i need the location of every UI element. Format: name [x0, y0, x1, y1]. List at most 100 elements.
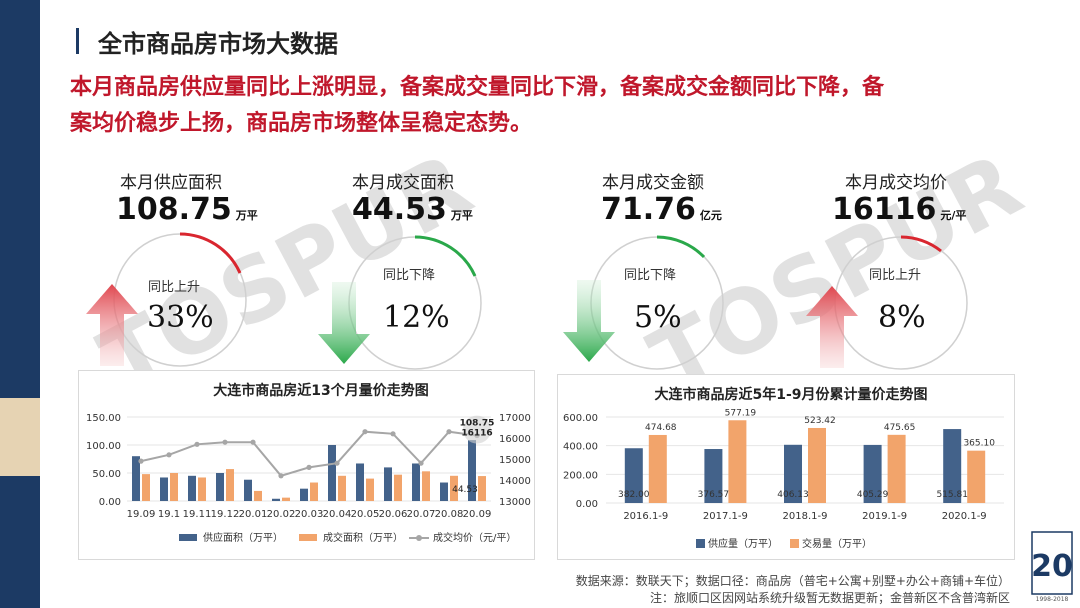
headline-line-1: 本月商品房供应量同比上涨明显，备案成交量同比下滑，备案成交金额同比下降，备 [70, 75, 885, 100]
bar-supply [704, 449, 723, 503]
bar-deal [170, 473, 178, 501]
bar-supply [468, 440, 476, 501]
x-tick-label: 19.09 [127, 509, 156, 520]
data-label-deal: 523.42 [804, 416, 836, 426]
kpi-value: 16116 元/平 [832, 192, 967, 227]
arrow-down-icon [563, 280, 615, 362]
kpi-change-label: 同比上升 [148, 280, 201, 295]
point-avg-price [390, 431, 396, 437]
legend-swatch [790, 539, 799, 548]
chart-title: 大连市商品房近13个月量价走势图 [213, 382, 428, 399]
bar-supply [132, 456, 140, 501]
y-right-tick-label: 16000 [499, 434, 531, 445]
data-label-supply: 405.29 [857, 490, 889, 500]
footnote-source: 数据来源：数联天下；数据口径：商品房（普宅+公寓+别墅+办公+商铺+车位） [575, 574, 1010, 588]
bar-supply [356, 463, 364, 501]
point-avg-price [362, 429, 368, 435]
y-tick-label: 400.00 [563, 442, 598, 453]
bar-supply [784, 444, 802, 503]
left-decor-bar [0, 0, 40, 608]
kpi-value: 108.75 万平 [116, 192, 258, 227]
bar-deal [394, 474, 402, 501]
bar-supply [160, 477, 168, 501]
x-tick-label: 20.03 [295, 509, 324, 520]
bar-deal [450, 475, 458, 501]
bar-deal [142, 474, 150, 501]
x-tick-label: 20.04 [323, 509, 352, 520]
legend-swatch [696, 539, 705, 548]
title-marker [76, 28, 79, 54]
kpi-label: 本月供应面积 [120, 173, 222, 193]
data-label-supply: 406.13 [777, 490, 809, 500]
data-label-deal: 474.68 [645, 423, 677, 433]
highlight-circle [463, 415, 491, 444]
y-right-tick-label: 15000 [499, 455, 531, 466]
data-label-deal: 365.10 [963, 439, 995, 449]
x-tick-label: 2020.1-9 [942, 511, 987, 522]
kpi-change-label: 同比上升 [869, 268, 922, 283]
legend-swatch [179, 534, 197, 541]
point-avg-price [222, 439, 228, 445]
chart-5-year: 大连市商品房近5年1-9月份累计量价走势图 0.00 200.00 400.00 60… [557, 374, 1015, 560]
kpi-value: 71.76 亿元 [601, 192, 722, 227]
headline-line-2: 案均价稳步上扬，商品房市场整体呈稳定态势。 [70, 111, 533, 136]
arrow-up-icon [806, 286, 858, 368]
page-title: 全市商品房市场大数据 [98, 30, 338, 58]
bar-deal [887, 434, 906, 503]
bar-supply [624, 448, 643, 503]
bar-deal [338, 475, 346, 501]
kpi-change-pct: 5% [634, 300, 682, 335]
bar-deal [310, 482, 318, 501]
bar-supply [300, 488, 308, 501]
x-tick-label: 19.1 [158, 509, 180, 520]
bar-supply [244, 479, 252, 501]
chart-title: 大连市商品房近5年1-9月份累计量价走势图 [654, 386, 927, 403]
bar-supply [272, 498, 280, 501]
bar-deal [366, 478, 374, 501]
chart-5-year-svg: 大连市商品房近5年1-9月份累计量价走势图 0.00 200.00 400.00 60… [563, 386, 1004, 550]
x-tick-label: 20.06 [379, 509, 408, 520]
point-avg-price [166, 452, 172, 458]
x-tick-label: 2016.1-9 [623, 511, 668, 522]
data-label-supply: 376.57 [698, 490, 730, 500]
point-avg-price [138, 458, 144, 464]
bar-deal [226, 469, 234, 501]
point-avg-price [446, 429, 452, 435]
x-tick-label: 20.07 [407, 509, 436, 520]
bar-deal [422, 471, 430, 501]
data-label-deal: 577.19 [725, 408, 757, 418]
point-avg-price [418, 460, 424, 466]
y-left-tick-label: 100.00 [86, 441, 121, 452]
kpi-label: 本月成交面积 [352, 173, 454, 193]
data-label-supply: 382.00 [618, 490, 650, 500]
x-tick-label: 20.09 [463, 509, 492, 520]
bar-supply [216, 473, 224, 501]
point-avg-price [250, 439, 256, 445]
chart-13-month: 大连市商品房近13个月量价走势图 0.00 50.00 100.00 150.00 13… [78, 370, 535, 560]
y-right-tick-label: 14000 [499, 476, 531, 487]
kpi-change-pct: 12% [383, 300, 450, 335]
x-tick-label: 2017.1-9 [703, 511, 748, 522]
legend-label: 成交均价（元/平） [433, 531, 516, 544]
bar-deal [282, 497, 290, 501]
x-tick-label: 2018.1-9 [783, 511, 828, 522]
y-tick-label: 0.00 [576, 499, 598, 510]
x-tick-label: 19.12 [211, 509, 240, 520]
bar-deal [198, 477, 206, 501]
legend-marker [416, 535, 422, 541]
legend-label: 交易量（万平） [802, 537, 872, 550]
x-tick-label: 19.11 [183, 509, 212, 520]
bar-deal [967, 450, 986, 503]
kpi-change-pct: 33% [147, 300, 214, 335]
legend-label: 供应面积（万平） [203, 531, 283, 544]
kpi-value: 44.53 万平 [352, 192, 473, 227]
annotation-price: 16116 [461, 429, 492, 439]
x-tick-label: 20.02 [267, 509, 296, 520]
bar-supply [440, 482, 448, 501]
bar-deal [648, 434, 667, 503]
x-tick-label: 2019.1-9 [862, 511, 907, 522]
x-tick-label: 20.05 [351, 509, 380, 520]
point-avg-price [194, 441, 200, 447]
annotation-deal: 44.53 [452, 485, 478, 495]
bar-supply [863, 444, 882, 503]
